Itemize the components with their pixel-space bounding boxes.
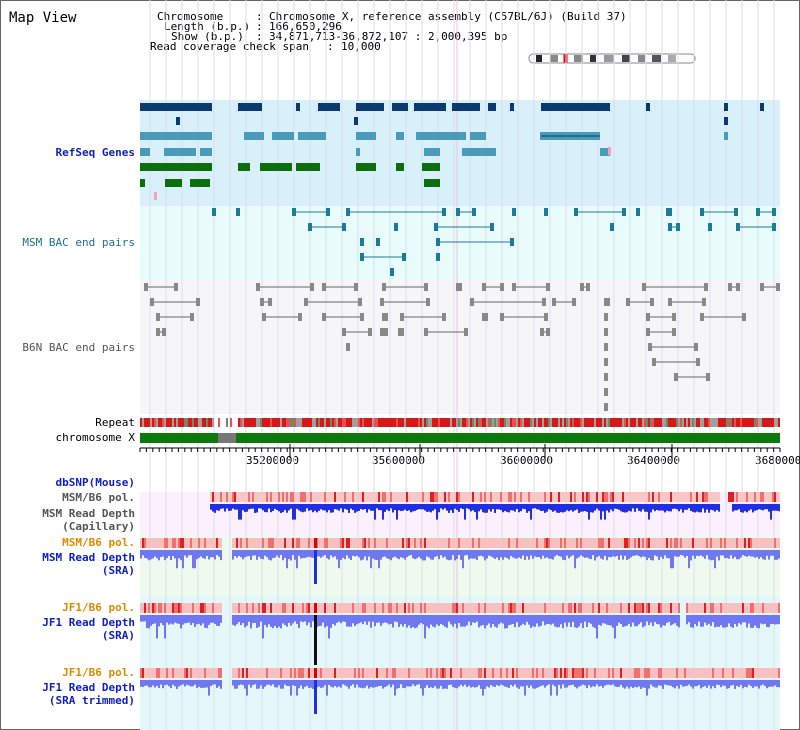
show-value: 34,871,713-36,872,107 : 2,000,395 bp <box>269 30 508 43</box>
page-title: Map View <box>9 10 77 26</box>
track-label-jf1-depth-trim-sub: (SRA trimmed) <box>48 694 135 707</box>
track-label-msm-depth-cap: MSM Read Depth <box>42 507 135 520</box>
track-label-repeat: Repeat <box>95 416 135 429</box>
track-label-chromosome: chromosome X <box>55 431 135 444</box>
track-label-jf1-pol-1: JF1/B6 pol. <box>62 601 135 614</box>
axis-tick-label: 35600000 <box>372 454 425 467</box>
read-span-sep: : <box>327 40 334 53</box>
axis-tick-label: 36000000 <box>500 454 553 467</box>
track-label-msm-depth-sra-sub: (SRA) <box>101 564 135 577</box>
axis-tick-label: 35200000 <box>246 454 299 467</box>
track-label-msm-pol-1: MSM/B6 pol. <box>62 491 135 504</box>
length-value: 166,650,296 <box>269 20 342 33</box>
track-label-msm-pol-2: MSM/B6 pol. <box>62 536 135 549</box>
chromosome-label: Chromosome <box>157 10 224 23</box>
track-label-dbsnp[interactable]: dbSNP(Mouse) <box>55 476 135 489</box>
axis-tick-label: 36800000 <box>755 454 800 467</box>
track-label-jf1-depth-sra: JF1 Read Depth <box>42 616 135 629</box>
track-label-msm-bac[interactable]: MSM BAC end pairs <box>22 236 135 249</box>
show-label: Show (b.p.) <box>171 30 244 43</box>
axis-tick-label: 36400000 <box>627 454 680 467</box>
read-span-label: Read coverage check span <box>150 40 309 53</box>
track-label-msm-depth-sra: MSM Read Depth <box>42 551 135 564</box>
track-label-jf1-depth-sra-sub: (SRA) <box>101 629 135 642</box>
chromosome-sep: : <box>256 10 263 23</box>
chromosome-ideogram[interactable] <box>528 52 698 66</box>
read-span-value: 10,000 <box>341 40 381 53</box>
track-label-msm-depth-cap-sub: (Capillary) <box>62 520 135 533</box>
track-label-jf1-depth-trim: JF1 Read Depth <box>42 681 135 694</box>
track-label-refseq[interactable]: RefSeq Genes <box>55 146 135 159</box>
track-label-jf1-pol-2: JF1/B6 pol. <box>62 666 135 679</box>
show-sep: : <box>256 30 263 43</box>
track-label-b6n-bac[interactable]: B6N BAC end pairs <box>22 341 135 354</box>
ideogram-position-marker <box>563 54 568 63</box>
length-sep: : <box>256 20 263 33</box>
